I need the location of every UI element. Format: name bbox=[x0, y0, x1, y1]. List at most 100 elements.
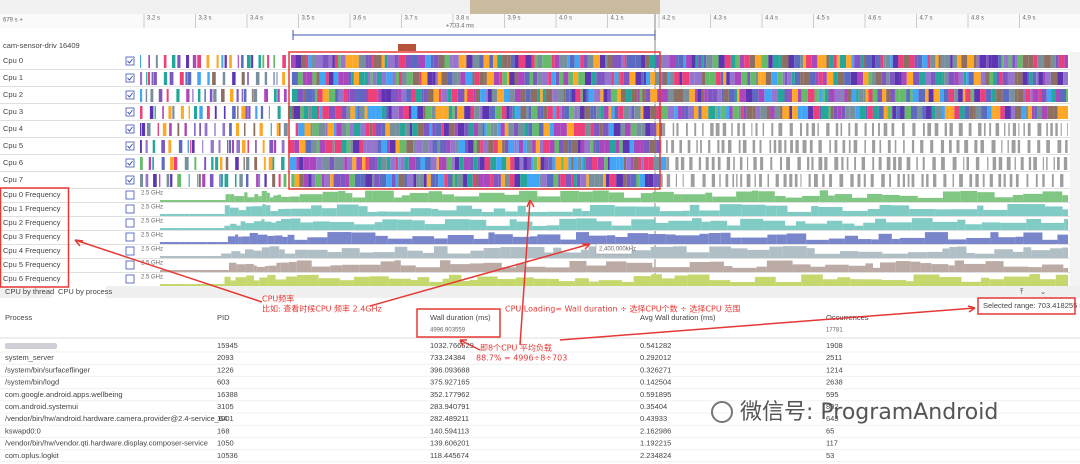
cpu-slice bbox=[415, 157, 421, 170]
cell: 10536 bbox=[217, 451, 238, 460]
freq-step bbox=[359, 264, 381, 272]
checkmark[interactable] bbox=[127, 92, 133, 98]
column-header[interactable]: Wall duration (ms) bbox=[430, 313, 491, 322]
column-header[interactable]: PID bbox=[217, 313, 230, 322]
checkbox[interactable] bbox=[125, 124, 135, 134]
cpu-slice bbox=[465, 72, 473, 85]
cpu-slice bbox=[267, 55, 270, 68]
cpu-slice bbox=[991, 55, 999, 68]
cpu-slice bbox=[662, 72, 668, 85]
freq-step bbox=[822, 279, 838, 286]
cpu-slice bbox=[782, 106, 790, 119]
cpu-slice bbox=[359, 140, 364, 153]
cpu-slice bbox=[375, 106, 382, 119]
checkmark[interactable] bbox=[127, 126, 133, 132]
freq-step bbox=[911, 218, 933, 230]
cpu-slice bbox=[926, 174, 929, 187]
cpu-slice bbox=[739, 89, 746, 102]
checkbox[interactable] bbox=[125, 107, 135, 117]
cpu-slice bbox=[352, 140, 360, 153]
cpu-slice bbox=[473, 140, 477, 153]
checkmark[interactable] bbox=[127, 58, 133, 64]
cpu-slice bbox=[561, 106, 565, 119]
cpu-slice bbox=[661, 106, 668, 119]
cpu-slice bbox=[894, 140, 897, 153]
checkbox[interactable] bbox=[125, 232, 135, 242]
cpu-slice bbox=[527, 157, 532, 170]
checkbox[interactable] bbox=[125, 141, 135, 151]
checkbox[interactable] bbox=[125, 56, 135, 66]
cpu-slice bbox=[683, 55, 687, 68]
cpu-slice bbox=[152, 157, 154, 170]
cpu-slice bbox=[616, 174, 623, 187]
cpu-slice bbox=[303, 89, 306, 102]
cpu-slice bbox=[140, 72, 143, 85]
column-header[interactable]: Process bbox=[5, 313, 32, 322]
tab[interactable]: CPU by thread bbox=[5, 287, 54, 296]
cpu-slice bbox=[660, 140, 662, 153]
cpu-slice bbox=[371, 106, 376, 119]
checkmark[interactable] bbox=[127, 109, 133, 115]
cell: 0.326271 bbox=[640, 365, 671, 374]
cpu-slice bbox=[726, 72, 730, 85]
cpu-slice bbox=[659, 157, 667, 170]
cell: com.oplus.logkit bbox=[5, 451, 60, 460]
freq-step bbox=[652, 267, 678, 272]
checkbox[interactable] bbox=[125, 204, 135, 214]
cpu-slice bbox=[571, 157, 574, 170]
checkmark[interactable] bbox=[127, 143, 133, 149]
cpu-slice bbox=[856, 89, 859, 102]
checkbox[interactable] bbox=[125, 246, 135, 256]
cpu-slice bbox=[586, 174, 589, 187]
freq-step bbox=[309, 274, 319, 286]
checkmark[interactable] bbox=[127, 177, 133, 183]
checkbox[interactable] bbox=[125, 175, 135, 185]
checkmark[interactable] bbox=[127, 75, 133, 81]
cpu-slice bbox=[464, 55, 467, 68]
panel-pin[interactable]: ⤒ bbox=[1020, 287, 1024, 296]
freq-step bbox=[545, 267, 570, 272]
column-header[interactable]: Avg Wall duration (ms) bbox=[640, 313, 716, 322]
cpu-slice bbox=[834, 140, 838, 153]
freq-step bbox=[592, 190, 609, 202]
checkbox[interactable] bbox=[125, 190, 135, 200]
freq-step bbox=[648, 234, 666, 244]
checkbox[interactable] bbox=[125, 90, 135, 100]
checkbox[interactable] bbox=[125, 158, 135, 168]
checkbox[interactable] bbox=[125, 73, 135, 83]
freq-step bbox=[265, 205, 271, 216]
cpu-slice bbox=[367, 106, 372, 119]
freq-step bbox=[723, 266, 733, 272]
cpu-slice bbox=[957, 55, 962, 68]
freq-step bbox=[253, 280, 260, 286]
cpu-slice bbox=[954, 106, 960, 119]
cpu-slice bbox=[580, 123, 585, 136]
tab[interactable]: CPU by process bbox=[58, 287, 112, 296]
checkmark[interactable] bbox=[127, 160, 133, 166]
cpu-slice bbox=[666, 157, 670, 170]
cpu-slice bbox=[515, 106, 521, 119]
freq-step bbox=[990, 232, 999, 244]
cpu-slice bbox=[1064, 55, 1068, 68]
freq-step bbox=[340, 280, 354, 286]
cpu-slice bbox=[352, 55, 359, 68]
cpu-slice bbox=[890, 55, 893, 68]
cpu-slice bbox=[303, 174, 309, 187]
checkbox[interactable] bbox=[125, 260, 135, 270]
cpu-slice bbox=[260, 106, 264, 119]
cpu-slice bbox=[1007, 72, 1015, 85]
cpu-slice bbox=[330, 174, 334, 187]
cpu-slice bbox=[179, 72, 184, 85]
timeline-tick-label: 3.4 s bbox=[250, 16, 263, 22]
checkbox[interactable] bbox=[125, 274, 135, 284]
checkbox[interactable] bbox=[125, 218, 135, 228]
cpu-slice bbox=[563, 72, 569, 85]
cpu-slice bbox=[580, 55, 584, 68]
cell: 16388 bbox=[217, 390, 238, 399]
freq-step bbox=[193, 228, 202, 230]
cpu-slice bbox=[901, 72, 907, 85]
freq-step bbox=[650, 246, 673, 258]
cpu-slice bbox=[569, 89, 572, 102]
cpu-slice bbox=[169, 123, 172, 136]
panel-toggle[interactable]: ⌄ bbox=[1040, 287, 1046, 296]
